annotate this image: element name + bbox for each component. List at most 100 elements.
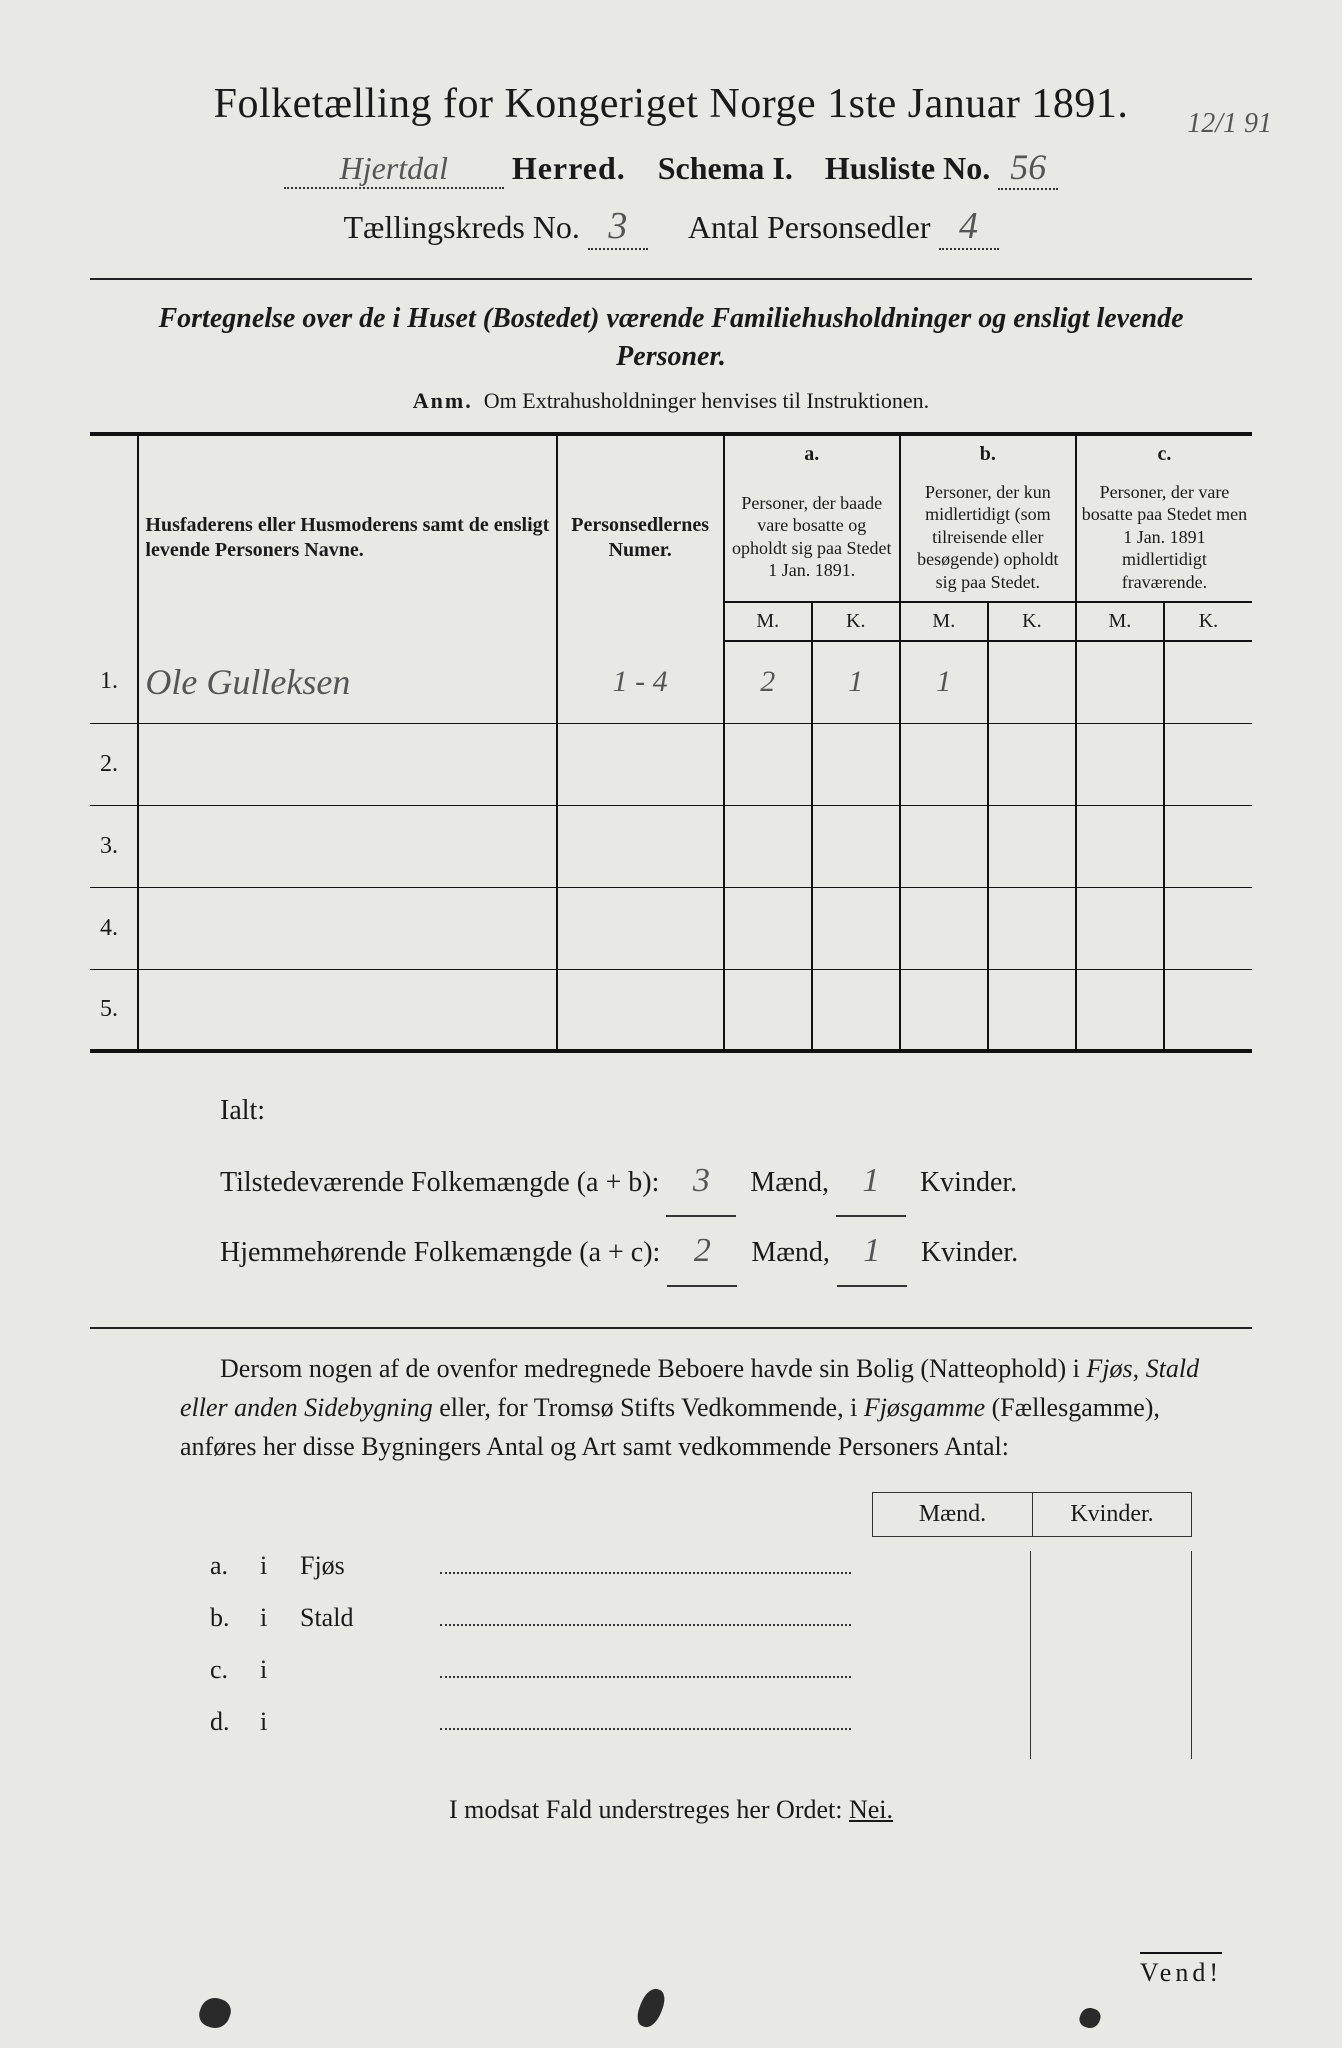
row-a-m <box>724 723 812 805</box>
kreds-label: Tællingskreds No. <box>343 209 579 245</box>
sublist-i: i <box>260 1551 300 1581</box>
header-line-3: Tællingskreds No. 3 Antal Personsedler 4 <box>90 204 1252 250</box>
row-b-k <box>988 641 1076 723</box>
kvinder-col: Kvinder. <box>1032 1492 1192 1537</box>
anm-label: Anm. <box>413 388 473 413</box>
col-a-label: a. <box>724 434 900 473</box>
row-num: 3. <box>90 805 138 887</box>
tear-mark <box>196 1994 234 2032</box>
sublist-i: i <box>260 1707 300 1737</box>
totals-line-1: Tilstedeværende Folkemængde (a + b): 3 M… <box>220 1147 1252 1217</box>
col-a-desc: Personer, der baade vare bosatte og opho… <box>724 473 900 603</box>
sublist-row: d.i <box>210 1707 1192 1759</box>
mk-k: K. <box>988 602 1076 641</box>
maend-label: Mænd, <box>751 1237 830 1268</box>
row-b-m <box>900 969 988 1051</box>
census-table: Husfaderens eller Husmoderens samt de en… <box>90 432 1252 1054</box>
row-a-k <box>812 723 900 805</box>
table-row: 1.Ole Gulleksen1 - 4211 <box>90 641 1252 723</box>
col-b-desc: Personer, der kun midlertidigt (som tilr… <box>900 473 1076 603</box>
sublist-row: a.iFjøs <box>210 1551 1192 1603</box>
mk-header-row: Mænd. Kvinder. <box>90 1492 1192 1537</box>
husliste-label: Husliste No. <box>825 150 990 186</box>
hjemme-label: Hjemmehørende Folkemængde (a + c): <box>220 1237 660 1268</box>
row-person <box>557 805 724 887</box>
para-t1: Dersom nogen af de ovenfor medregnede Be… <box>220 1354 1086 1383</box>
corner-date: 12/1 91 <box>1187 108 1272 140</box>
subtitle: Fortegnelse over de i Huset (Bostedet) v… <box>150 300 1192 376</box>
totals-block: Ialt: Tilstedeværende Folkemængde (a + b… <box>220 1083 1252 1287</box>
row-c-m <box>1076 723 1164 805</box>
header-line-2: Hjertdal Herred. Schema I. Husliste No. … <box>90 146 1252 190</box>
antal-label: Antal Personsedler <box>688 209 931 245</box>
row-c-k <box>1164 641 1252 723</box>
nei-word: Nei. <box>849 1795 893 1824</box>
nei-pre: I modsat Fald understreges her Ordet: <box>449 1795 849 1824</box>
para-t2: eller, for Tromsø Stifts Vedkommende, i <box>433 1393 864 1422</box>
col-name-header: Husfaderens eller Husmoderens samt de en… <box>138 434 556 642</box>
row-person <box>557 969 724 1051</box>
row-c-k <box>1164 969 1252 1051</box>
mk-k: K. <box>1164 602 1252 641</box>
row-c-m <box>1076 805 1164 887</box>
vend-label: Vend! <box>1140 1952 1222 1988</box>
para-i2: Fjøsgamme <box>864 1393 985 1422</box>
dots <box>440 1624 851 1626</box>
mk-k: K. <box>812 602 900 641</box>
husliste-value: 56 <box>998 146 1058 190</box>
row-name: Ole Gulleksen <box>138 641 556 723</box>
row-num: 5. <box>90 969 138 1051</box>
anm-note: Anm. Om Extrahusholdninger henvises til … <box>90 388 1252 414</box>
col-b-label: b. <box>900 434 1076 473</box>
col-person-header: Personsedlernes Numer. <box>557 434 724 642</box>
row-c-k <box>1164 805 1252 887</box>
row-a-m: 2 <box>724 641 812 723</box>
row-a-m <box>724 805 812 887</box>
table-row: 5. <box>90 969 1252 1051</box>
row-b-m <box>900 805 988 887</box>
table-row: 3. <box>90 805 1252 887</box>
dots <box>440 1728 851 1730</box>
row-b-k <box>988 887 1076 969</box>
ialt-label: Ialt: <box>220 1083 1252 1139</box>
row-c-k <box>1164 723 1252 805</box>
row-name <box>138 723 556 805</box>
hjemme-m: 2 <box>667 1217 737 1287</box>
row-num: 2. <box>90 723 138 805</box>
dots <box>440 1676 851 1678</box>
table-row: 4. <box>90 887 1252 969</box>
row-b-m: 1 <box>900 641 988 723</box>
kvinder-label: Kvinder. <box>921 1237 1018 1268</box>
divider <box>90 1327 1252 1329</box>
row-a-k: 1 <box>812 641 900 723</box>
row-name <box>138 887 556 969</box>
sublist-i: i <box>260 1655 300 1685</box>
schema-label: Schema I. <box>658 150 793 186</box>
row-b-k <box>988 723 1076 805</box>
antal-value: 4 <box>939 204 999 250</box>
row-name <box>138 969 556 1051</box>
row-person <box>557 723 724 805</box>
row-name <box>138 805 556 887</box>
sublist-i: i <box>260 1603 300 1633</box>
divider <box>90 278 1252 280</box>
mk-m: M. <box>900 602 988 641</box>
sublist-type: Fjøs <box>300 1551 440 1581</box>
row-a-m <box>724 887 812 969</box>
row-b-m <box>900 723 988 805</box>
tilstede-k: 1 <box>836 1147 906 1217</box>
table-row: 2. <box>90 723 1252 805</box>
tilstede-label: Tilstedeværende Folkemængde (a + b): <box>220 1167 659 1198</box>
row-b-k <box>988 805 1076 887</box>
sublist-lbl: b. <box>210 1603 260 1633</box>
col-c-desc: Personer, der vare bosatte paa Stedet me… <box>1076 473 1252 603</box>
tear-mark <box>634 1985 668 2030</box>
row-c-k <box>1164 887 1252 969</box>
nei-line: I modsat Fald understreges her Ordet: Ne… <box>90 1795 1252 1825</box>
row-b-k <box>988 969 1076 1051</box>
mk-m: M. <box>1076 602 1164 641</box>
row-num: 4. <box>90 887 138 969</box>
sublist-row: c.i <box>210 1655 1192 1707</box>
herred-value: Hjertdal <box>284 150 504 189</box>
tear-mark <box>1077 2005 1103 2031</box>
